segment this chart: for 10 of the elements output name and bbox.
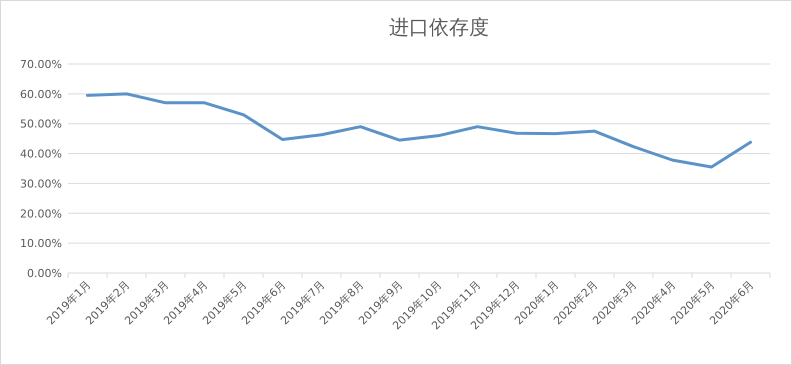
line-series <box>86 92 752 169</box>
y-tick-label: 60.00% <box>20 88 62 101</box>
y-tick-label: 20.00% <box>20 207 62 220</box>
y-tick-label: 40.00% <box>20 148 62 161</box>
y-tick-label: 0.00% <box>27 267 62 280</box>
chart-title: 进口依存度 <box>389 15 489 39</box>
y-tick-label: 50.00% <box>20 118 62 131</box>
y-tick-label: 30.00% <box>20 177 62 190</box>
y-tick-label: 70.00% <box>20 58 62 71</box>
y-tick-label: 10.00% <box>20 237 62 250</box>
